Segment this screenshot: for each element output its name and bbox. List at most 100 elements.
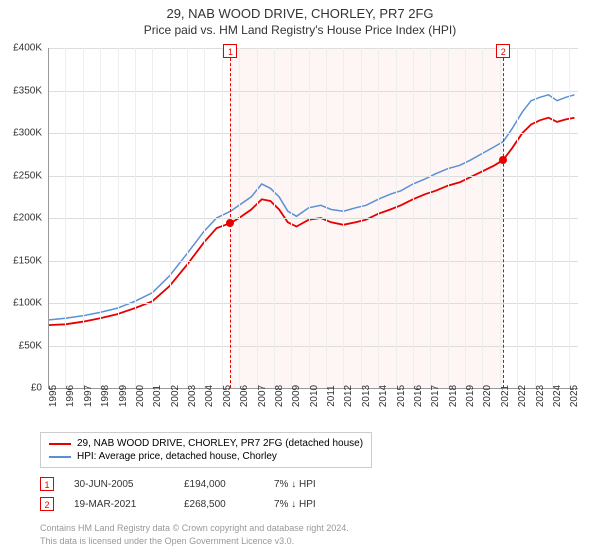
gridline-h: [48, 91, 578, 92]
x-tick-label: 2003: [187, 385, 198, 407]
sale-dot: [226, 219, 234, 227]
y-tick-label: £400K: [13, 43, 42, 54]
gridline-v: [135, 48, 136, 388]
x-tick-label: 2020: [482, 385, 493, 407]
x-tick-label: 2006: [239, 385, 250, 407]
x-tick-label: 2004: [204, 385, 215, 407]
gridline-v: [152, 48, 153, 388]
gridline-v: [170, 48, 171, 388]
gridline-v: [569, 48, 570, 388]
footer-line-2: This data is licensed under the Open Gov…: [40, 535, 349, 548]
gridline-v: [396, 48, 397, 388]
gridline-v: [222, 48, 223, 388]
gridline-v: [187, 48, 188, 388]
sales-row-price: £268,500: [184, 499, 254, 510]
y-tick-label: £0: [31, 383, 42, 394]
sales-table: 130-JUN-2005£194,0007% ↓ HPI219-MAR-2021…: [40, 474, 344, 514]
legend-label: HPI: Average price, detached house, Chor…: [77, 451, 277, 462]
x-tick-label: 2014: [378, 385, 389, 407]
x-tick-label: 2016: [413, 385, 424, 407]
y-tick-label: £300K: [13, 128, 42, 139]
x-tick-label: 2013: [361, 385, 372, 407]
title-block: 29, NAB WOOD DRIVE, CHORLEY, PR7 2FG Pri…: [0, 0, 600, 37]
gridline-v: [413, 48, 414, 388]
legend-row: 29, NAB WOOD DRIVE, CHORLEY, PR7 2FG (de…: [49, 437, 363, 450]
y-tick-label: £350K: [13, 85, 42, 96]
gridline-h: [48, 346, 578, 347]
x-tick-label: 1995: [48, 385, 59, 407]
chart-plot-area: 12: [48, 48, 578, 388]
gridline-h: [48, 133, 578, 134]
series-hpi: [48, 95, 575, 320]
footer-attribution: Contains HM Land Registry data © Crown c…: [40, 522, 349, 547]
y-tick-label: £50K: [19, 340, 42, 351]
x-tick-label: 2024: [552, 385, 563, 407]
gridline-v: [552, 48, 553, 388]
legend-swatch: [49, 443, 71, 445]
x-axis-labels: 1995199619971998199920002001200220032004…: [48, 392, 578, 432]
x-tick-label: 2008: [274, 385, 285, 407]
gridline-h: [48, 218, 578, 219]
gridline-v: [83, 48, 84, 388]
chart-title: 29, NAB WOOD DRIVE, CHORLEY, PR7 2FG: [0, 6, 600, 21]
sales-row-badge: 1: [40, 477, 54, 491]
sale-marker-line: [503, 48, 504, 388]
x-tick-label: 2010: [309, 385, 320, 407]
x-tick-label: 2012: [343, 385, 354, 407]
gridline-v: [378, 48, 379, 388]
gridline-v: [482, 48, 483, 388]
y-tick-label: £250K: [13, 170, 42, 181]
x-tick-label: 2009: [291, 385, 302, 407]
chart-subtitle: Price paid vs. HM Land Registry's House …: [0, 23, 600, 37]
series-property: [48, 118, 575, 325]
sales-row: 2 19-MAR-2021 £268,500 7% ↓ HPI: [40, 494, 344, 514]
x-tick-label: 2017: [430, 385, 441, 407]
x-tick-label: 2011: [326, 385, 337, 407]
y-axis-line: [48, 48, 49, 388]
x-tick-label: 1997: [83, 385, 94, 407]
legend-swatch: [49, 456, 71, 458]
sales-row: 130-JUN-2005£194,0007% ↓ HPI: [40, 474, 344, 494]
gridline-v: [239, 48, 240, 388]
x-tick-label: 2022: [517, 385, 528, 407]
gridline-v: [65, 48, 66, 388]
gridline-v: [118, 48, 119, 388]
x-tick-label: 2001: [152, 385, 163, 407]
sale-badge: 2: [496, 44, 510, 58]
gridline-v: [361, 48, 362, 388]
legend: 29, NAB WOOD DRIVE, CHORLEY, PR7 2FG (de…: [40, 432, 372, 468]
gridline-v: [500, 48, 501, 388]
gridline-v: [535, 48, 536, 388]
sales-row-date: 30-JUN-2005: [74, 479, 164, 490]
gridline-v: [430, 48, 431, 388]
sales-row-badge: 2: [40, 497, 54, 511]
gridline-v: [448, 48, 449, 388]
gridline-v: [343, 48, 344, 388]
footer-line-1: Contains HM Land Registry data © Crown c…: [40, 522, 349, 535]
gridline-v: [100, 48, 101, 388]
gridline-h: [48, 303, 578, 304]
sales-row-diff: 7% ↓ HPI: [274, 479, 344, 490]
x-tick-label: 1999: [118, 385, 129, 407]
x-tick-label: 2021: [500, 385, 511, 407]
gridline-v: [257, 48, 258, 388]
gridline-v: [204, 48, 205, 388]
sales-row-diff: 7% ↓ HPI: [274, 499, 344, 510]
x-tick-label: 2002: [170, 385, 181, 407]
gridline-v: [517, 48, 518, 388]
gridline-h: [48, 176, 578, 177]
y-tick-label: £150K: [13, 255, 42, 266]
legend-label: 29, NAB WOOD DRIVE, CHORLEY, PR7 2FG (de…: [77, 438, 363, 449]
gridline-v: [274, 48, 275, 388]
sale-marker-line: [230, 48, 231, 388]
x-tick-label: 2018: [448, 385, 459, 407]
gridline-v: [326, 48, 327, 388]
sales-row-date: 19-MAR-2021: [74, 499, 164, 510]
x-tick-label: 2015: [396, 385, 407, 407]
gridline-v: [465, 48, 466, 388]
gridline-h: [48, 261, 578, 262]
gridline-v: [291, 48, 292, 388]
x-tick-label: 2025: [569, 385, 580, 407]
y-axis-labels: £0£50K£100K£150K£200K£250K£300K£350K£400…: [0, 48, 46, 388]
x-tick-label: 2007: [257, 385, 268, 407]
